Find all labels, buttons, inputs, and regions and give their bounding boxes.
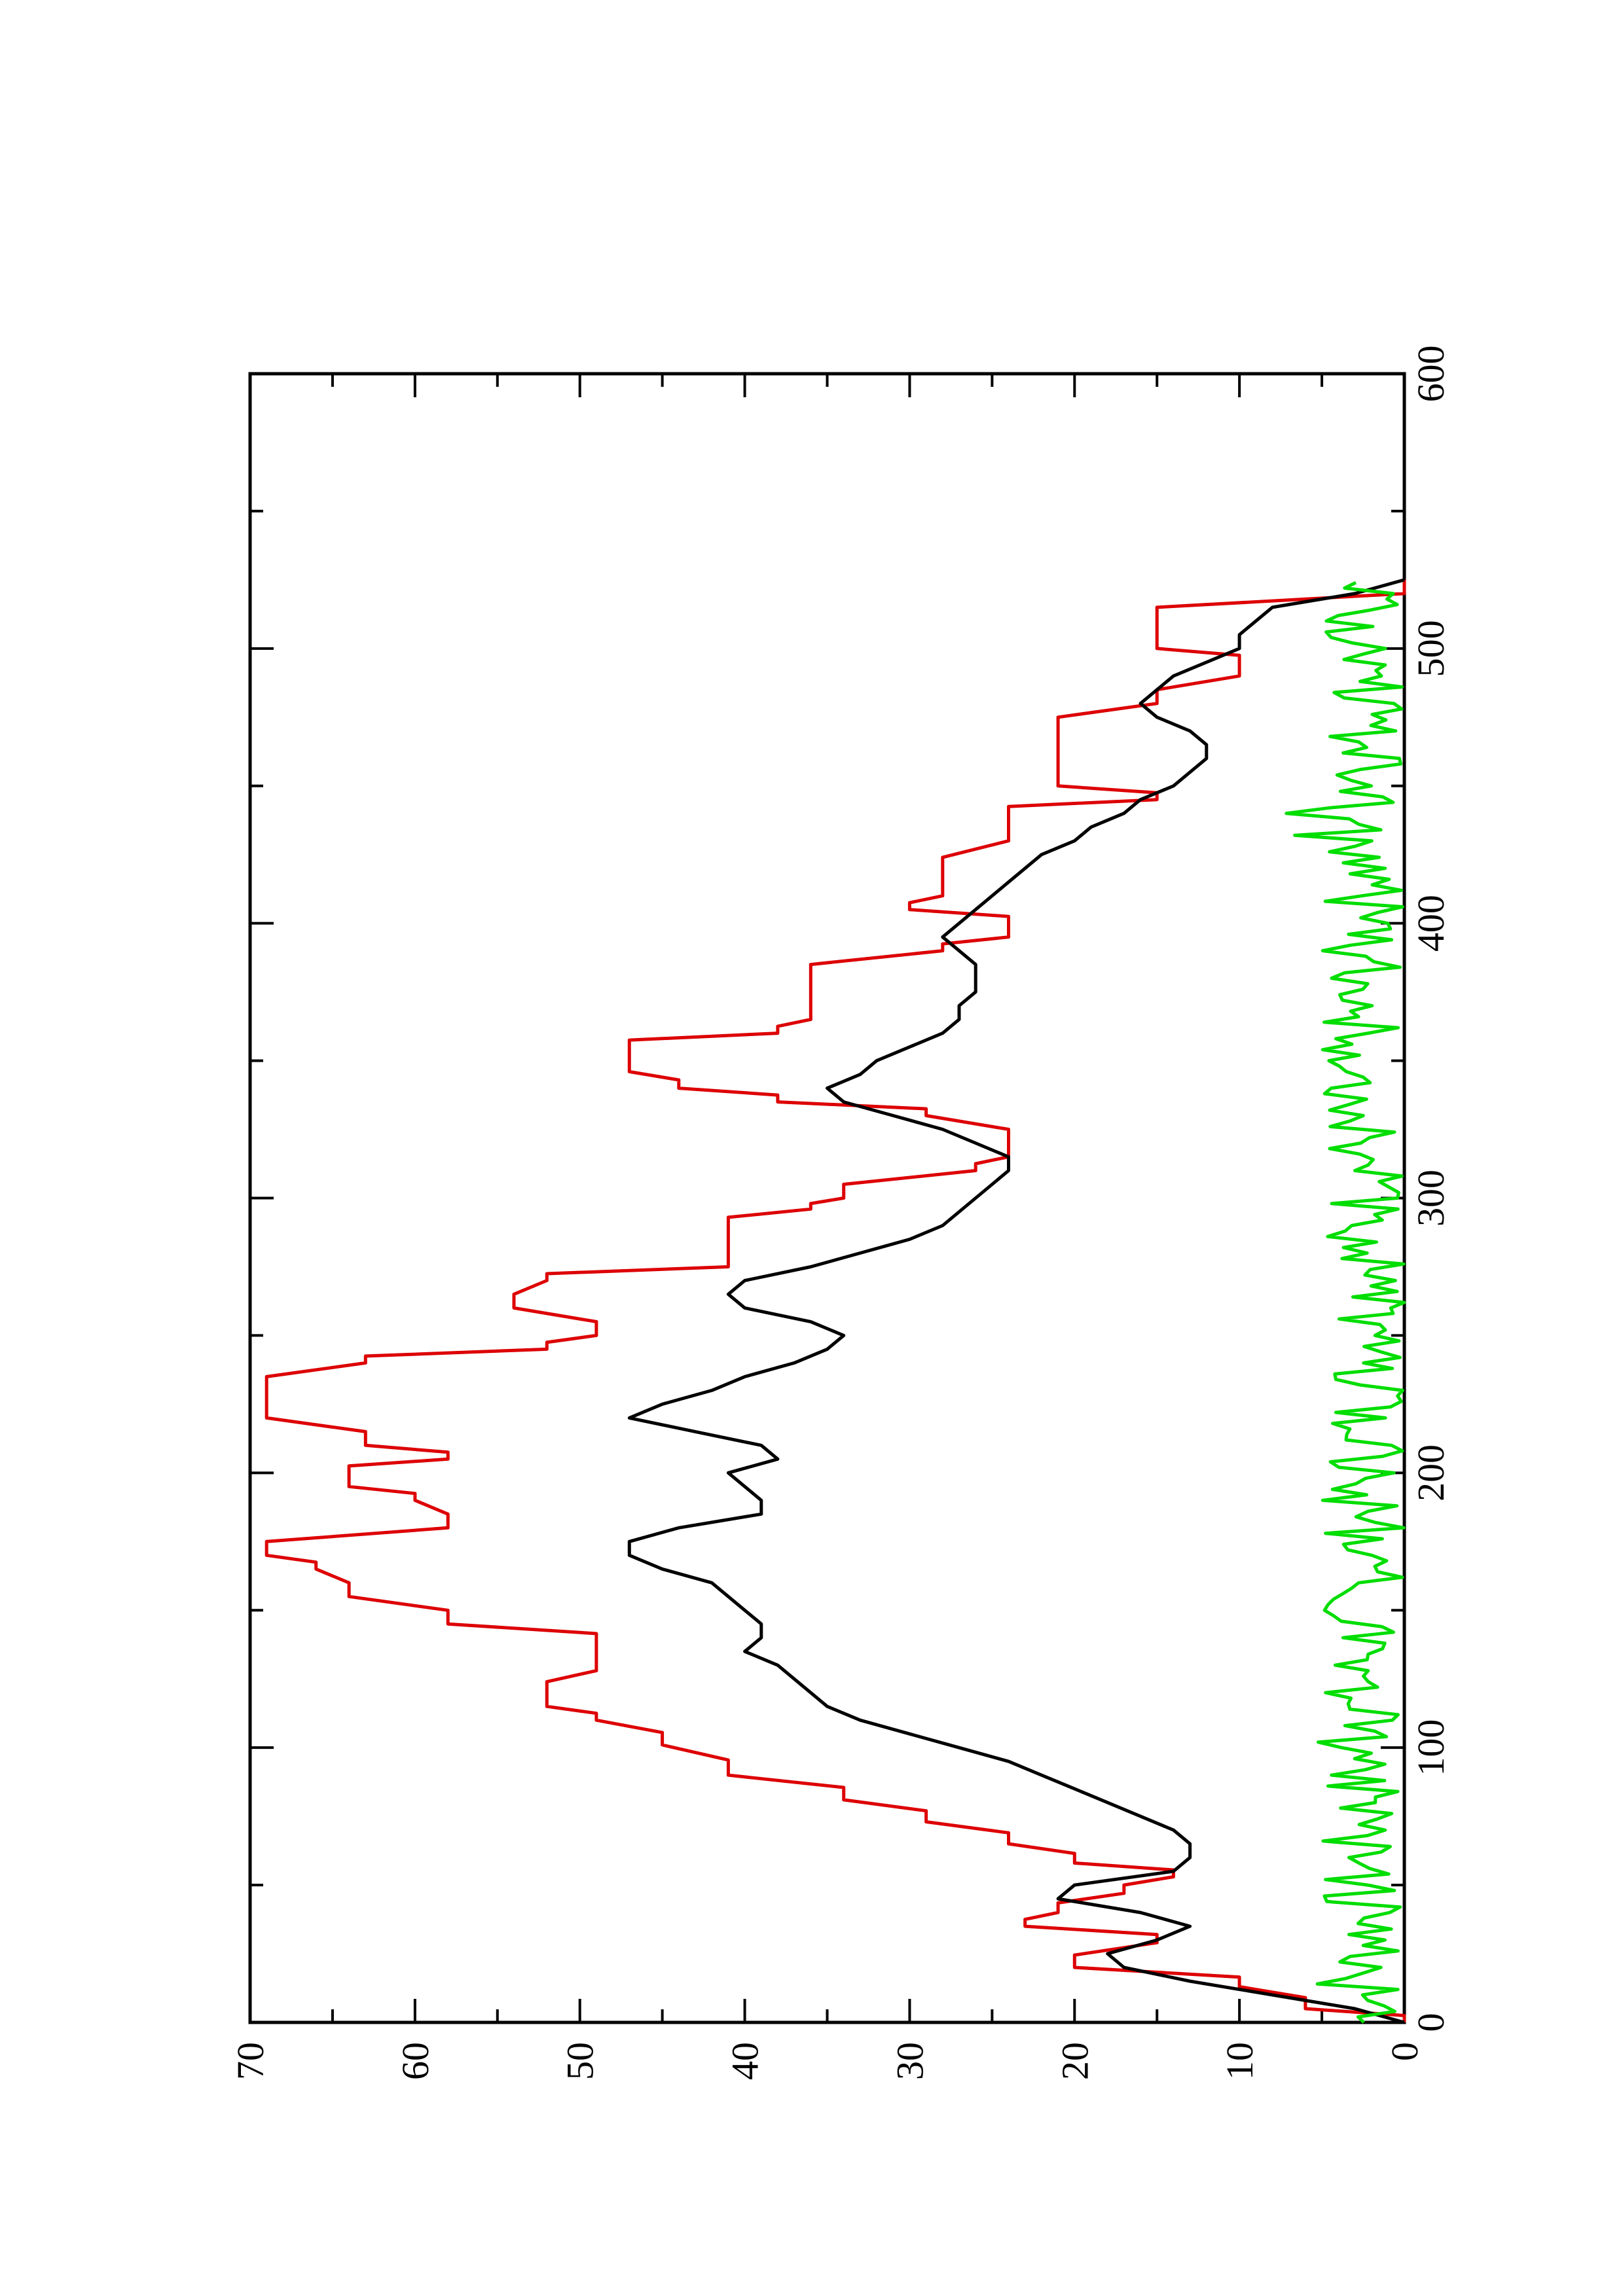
series-line-1 [264, 579, 1406, 2022]
y-tick-label: 40 [724, 2042, 767, 2080]
series-layer [264, 578, 1406, 2024]
y-tick-label: 60 [394, 2042, 437, 2080]
x-tick-label: 200 [1410, 1444, 1452, 1501]
axis-ticks [249, 372, 1406, 2024]
y-tick-label: 50 [559, 2042, 602, 2080]
plot-frame [248, 372, 1406, 2024]
x-tick-label: 600 [1410, 346, 1452, 403]
rotated-plot: 0 100 200 300 400 500 600 0 10 20 30 40 50 60 70 [229, 346, 1452, 2081]
y-tick-label: 70 [229, 2042, 272, 2080]
x-tick-label: 0 [1410, 2013, 1452, 2032]
x-tick-label: 100 [1410, 1719, 1452, 1776]
y-tick-label: 30 [888, 2042, 931, 2080]
y-tick-label: 0 [1383, 2042, 1426, 2061]
series-line-2 [627, 578, 1405, 2024]
x-tick-label: 500 [1410, 620, 1452, 677]
x-tick-label: 300 [1410, 1170, 1452, 1227]
y-tick-label: 20 [1053, 2042, 1096, 2080]
x-tick-label: 400 [1410, 895, 1452, 952]
series-line-3 [1285, 581, 1406, 2024]
y-tick-label: 10 [1218, 2042, 1261, 2080]
tick-labels: 0 100 200 300 400 500 600 0 10 20 30 40 50 60 70 [229, 346, 1452, 2081]
